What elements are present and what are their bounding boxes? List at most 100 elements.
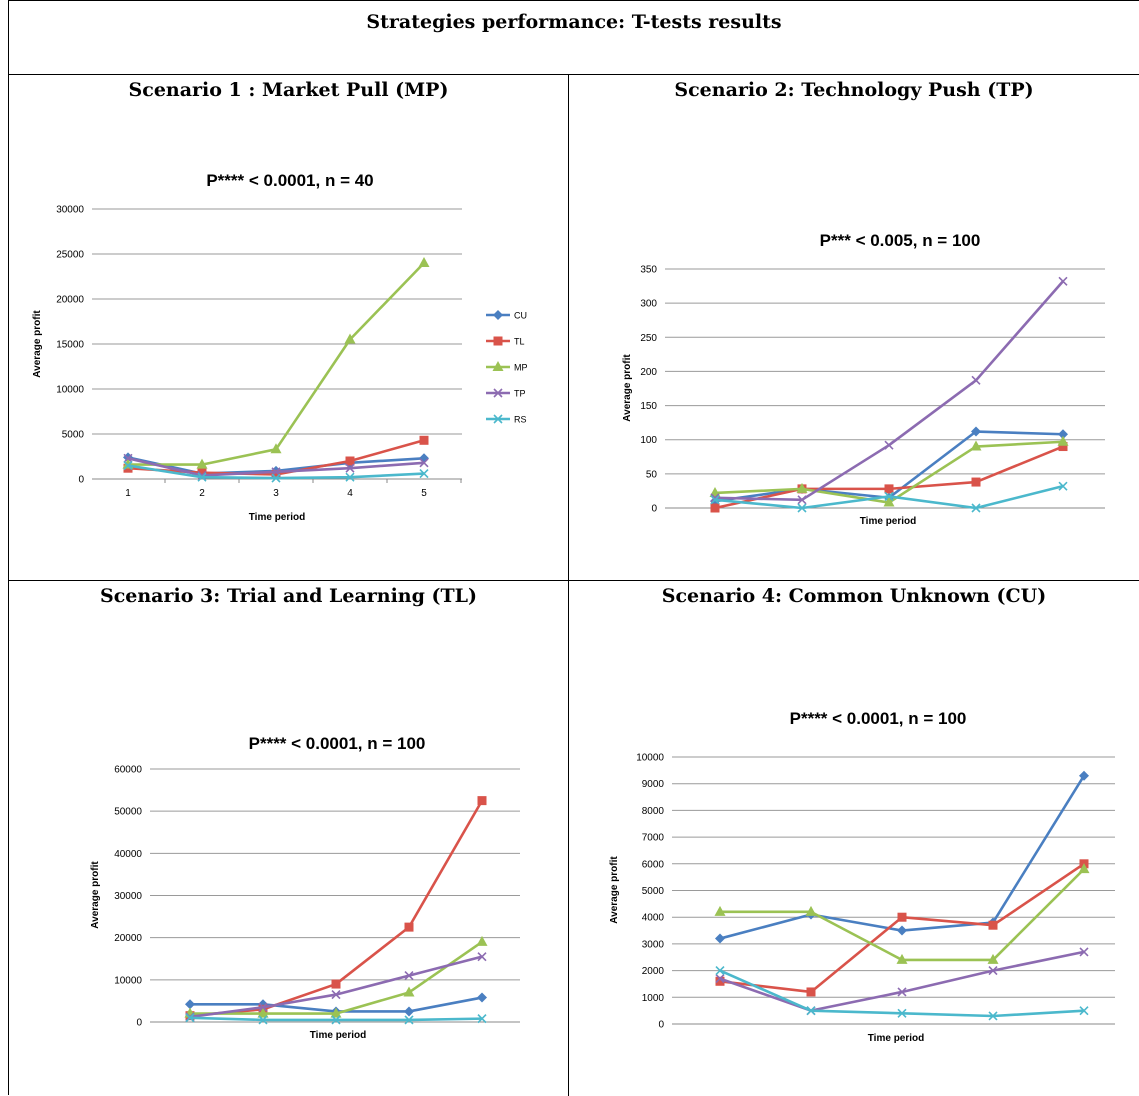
y-tick-label: 15000 — [56, 340, 84, 351]
data-point-tp — [258, 1002, 268, 1012]
data-point-rs — [715, 966, 725, 976]
y-tick-label: 350 — [640, 265, 657, 276]
data-point-rs — [185, 1013, 195, 1023]
legend-label: RS — [514, 415, 527, 425]
y-tick-label: 0 — [78, 475, 84, 486]
y-tick-label: 1000 — [642, 993, 665, 1004]
data-point-tp — [715, 974, 725, 984]
y-tick-label: 30000 — [56, 205, 84, 216]
row-divider — [9, 580, 1139, 581]
data-point-tl — [806, 987, 816, 997]
data-point-tl — [971, 477, 981, 487]
data-point-cu — [715, 933, 725, 944]
y-tick-label: 150 — [640, 401, 657, 412]
y-tick-label: 300 — [640, 299, 657, 310]
x-tick-label: 4 — [347, 488, 353, 499]
y-axis-label: Average profit — [90, 861, 101, 929]
chart-mp: 0 5000 10000 15000 20000 25000 30000 1 2 3 4 5 P****… — [32, 171, 528, 523]
chart-tp: 0 50 100 150 200 250 300 350 P*** < 0.005, n = 1… — [622, 231, 1105, 527]
scenario-2-heading: Scenario 2: Technology Push (TP) — [674, 79, 1034, 101]
y-tick-label: 0 — [136, 1018, 142, 1029]
chart-cu: 0 1000 2000 3000 4000 5000 6000 7000 8000 9000 100… — [609, 709, 1115, 1044]
y-tick-label: 3000 — [642, 939, 665, 950]
data-point-tp — [884, 440, 894, 450]
data-point-tl — [271, 470, 281, 479]
y-tick-label: 10000 — [636, 753, 664, 764]
chart-title: P**** < 0.0001, n = 40 — [206, 171, 373, 190]
data-point-cu — [971, 426, 981, 437]
x-tick-label: 1 — [125, 488, 131, 499]
data-point-cu — [185, 999, 195, 1010]
data-point-tp — [1058, 276, 1068, 286]
data-point-tp — [988, 966, 998, 976]
x-tick-label: 5 — [421, 488, 427, 499]
data-point-rs — [197, 472, 207, 482]
x-axis-label: Time period — [310, 1030, 367, 1041]
scenario-1-cell: Scenario 1 : Market Pull (MP) — [9, 75, 568, 580]
legend-label: TP — [514, 389, 526, 399]
data-point-mp — [418, 257, 430, 267]
data-point-rs — [477, 1014, 487, 1024]
data-point-rs — [1058, 481, 1068, 491]
chart-title: P*** < 0.005, n = 100 — [820, 231, 981, 250]
y-tick-label: 9000 — [642, 779, 665, 790]
data-point-rs — [271, 473, 281, 483]
series-line-rs — [719, 969, 1085, 1018]
y-tick-label: 6000 — [642, 859, 665, 870]
y-tick-label: 5000 — [642, 886, 665, 897]
data-point-cu — [1079, 770, 1089, 781]
data-point-tl — [477, 796, 487, 806]
y-tick-label: 25000 — [56, 250, 84, 261]
y-tick-label: 4000 — [642, 913, 665, 924]
x-tick-label: 3 — [273, 488, 279, 499]
data-point-cu — [897, 925, 907, 936]
data-point-tl — [404, 922, 414, 932]
scenario-3-cell: Scenario 3: Trial and Learning (TL) — [9, 581, 568, 1096]
y-tick-label: 5000 — [62, 430, 85, 441]
data-point-mp — [1078, 863, 1090, 874]
data-point-rs — [419, 469, 429, 479]
y-tick-label: 30000 — [114, 891, 142, 902]
data-point-rs — [884, 491, 894, 501]
data-point-tp — [1079, 947, 1089, 957]
data-point-mp — [805, 905, 817, 916]
scenario-4-cell: Scenario 4: Common Unknown (CU) — [569, 581, 1139, 1096]
scenario-3-heading: Scenario 3: Trial and Learning (TL) — [99, 585, 477, 607]
table-title-row: Strategies performance: T-tests results — [9, 1, 1139, 75]
data-point-rs — [123, 460, 133, 471]
x-axis-label: Time period — [860, 516, 917, 527]
data-point-mp — [796, 482, 808, 493]
data-point-rs — [797, 503, 807, 513]
data-point-tp — [797, 495, 807, 505]
data-point-cu — [477, 992, 487, 1003]
x-axis-label: Time period — [868, 1033, 925, 1044]
chart-title: P**** < 0.0001, n = 100 — [249, 734, 426, 753]
data-point-mp — [970, 440, 982, 451]
y-tick-label: 20000 — [114, 933, 142, 944]
y-tick-label: 200 — [640, 367, 657, 378]
scenario-2-cell: Scenario 2: Technology Push (TP) — [569, 75, 1139, 580]
y-tick-label: 2000 — [642, 966, 665, 977]
data-point-tl — [988, 920, 998, 930]
data-point-rs — [988, 1011, 998, 1021]
data-point-tp — [971, 375, 981, 385]
results-table: Strategies performance: T-tests results … — [8, 0, 1139, 1096]
data-point-mp — [344, 333, 356, 344]
data-point-tp — [345, 463, 355, 473]
data-point-tp — [331, 990, 341, 1000]
data-point-tl — [419, 435, 429, 445]
y-axis-label: Average profit — [32, 310, 43, 378]
data-point-tl — [715, 976, 725, 986]
data-point-mp — [270, 443, 282, 454]
column-divider — [568, 75, 569, 1096]
y-tick-label: 8000 — [642, 806, 665, 817]
data-point-rs — [806, 1006, 816, 1016]
data-point-mp — [1057, 435, 1069, 446]
y-tick-label: 10000 — [56, 385, 84, 396]
y-tick-label: 0 — [651, 504, 657, 515]
data-point-mp — [403, 986, 415, 997]
data-point-mp — [330, 1007, 342, 1018]
data-point-mp — [883, 496, 895, 507]
y-tick-label: 7000 — [642, 833, 665, 844]
